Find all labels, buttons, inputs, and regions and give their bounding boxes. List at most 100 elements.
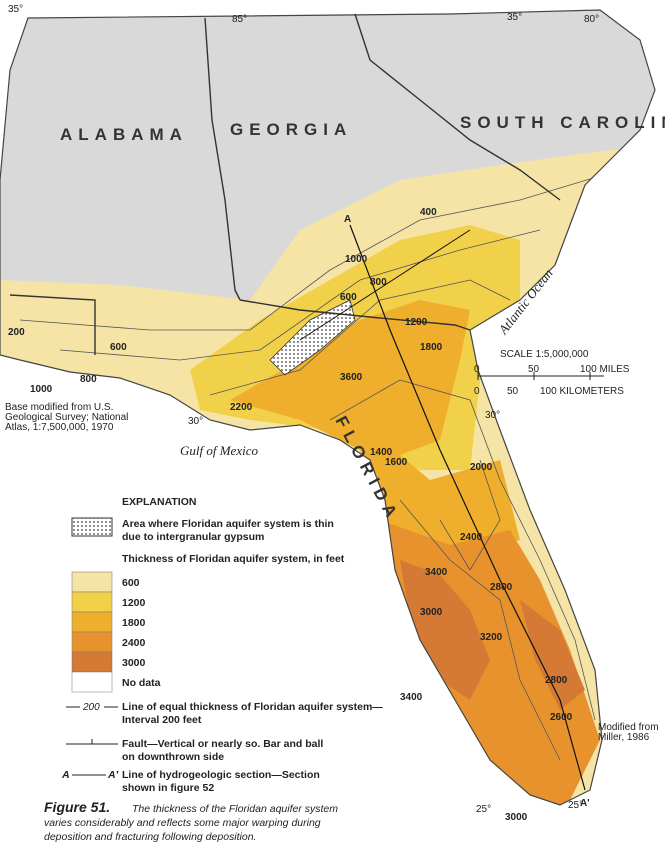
- contour-line: [329, 379, 596, 721]
- gypsum-swatch: [71, 517, 113, 537]
- contour-label: 600: [340, 292, 357, 303]
- source-note-line: Modified from: [598, 722, 659, 733]
- source-note: Modified from Miller, 1986: [598, 722, 659, 743]
- legend-classes: 600 1200 1800 2400 3000 No data: [71, 571, 161, 693]
- contour-label: 1000: [30, 384, 53, 395]
- contour-label: 2800: [490, 582, 513, 593]
- legend-text: due to intergranular gypsum: [122, 531, 264, 543]
- legend-title: EXPLANATION: [122, 496, 196, 508]
- legend-text: Interval 200 feet: [122, 714, 202, 726]
- coordinate-label: 25°: [568, 800, 583, 811]
- legend-text: Area where Floridan aquifer system is th…: [122, 518, 334, 530]
- coordinate-label: 30°: [485, 410, 500, 421]
- contour-label: 1200: [405, 317, 428, 328]
- contour-label: 2400: [460, 532, 483, 543]
- legend-label: 2400: [122, 637, 146, 649]
- contour-label: 3000: [505, 812, 528, 823]
- figure-label: Figure 51.: [44, 799, 110, 815]
- coordinate-label: 30°: [188, 416, 203, 427]
- contour-label: 3400: [400, 692, 423, 703]
- contour-label: 2600: [550, 712, 573, 723]
- coastline: [0, 9, 656, 806]
- state-boundary: [354, 13, 561, 201]
- state-label: SOUTH CAROLINA: [460, 113, 665, 132]
- contour-swatch-gap: [80, 701, 104, 713]
- caption-line: varies considerably and reflects some ma…: [44, 817, 321, 829]
- contour-label: 800: [80, 374, 97, 385]
- contour-label: 1800: [420, 342, 443, 353]
- legend-label: 1200: [122, 597, 146, 609]
- state-label: ALABAMA: [60, 125, 188, 144]
- contour-line: [439, 459, 501, 571]
- contour-sample: 200: [82, 702, 100, 713]
- section-line: [349, 224, 586, 791]
- legend-text: Fault—Vertical or nearly so. Bar and bal…: [122, 738, 323, 750]
- contour-label: 200: [8, 327, 25, 338]
- contour-label: 3200: [480, 632, 503, 643]
- contour-labels: 2004006008001000120014001600180020002200…: [8, 207, 573, 823]
- contour-label: 1600: [385, 457, 408, 468]
- contour-line: [399, 499, 561, 761]
- base-note-line: Base modified from U.S.: [5, 402, 113, 413]
- legend-swatch: [71, 571, 113, 593]
- contour-label: 3400: [425, 567, 448, 578]
- base-note-line: Atlas, 1:7,500,000, 1970: [5, 422, 114, 433]
- legend-swatch: [71, 651, 113, 673]
- contour-label: 2200: [230, 402, 253, 413]
- state-boundary: [9, 294, 471, 355]
- section-a: A: [61, 769, 70, 781]
- coordinate-labels: 35° 85° 35° 80° 30° 30° 25° 25°: [8, 4, 599, 815]
- coordinate-label: 35°: [8, 4, 23, 15]
- scale-label: 0: [474, 386, 480, 397]
- legend-swatch: [71, 591, 113, 613]
- legend-heading: Thickness of Floridan aquifer system, in…: [122, 553, 345, 565]
- section-label: A: [344, 214, 351, 225]
- contour-line: [19, 169, 621, 331]
- legend-text: on downthrown side: [122, 751, 224, 763]
- zone-3000: [400, 560, 585, 710]
- contour-label: 3000: [420, 607, 443, 618]
- contour-label: 1000: [345, 254, 368, 265]
- legend-label: No data: [122, 677, 161, 689]
- contour-label: 2800: [545, 675, 568, 686]
- caption-line: deposition and fracturing following depo…: [44, 831, 256, 843]
- scale-bar: SCALE 1:5,000,000 0 50 100 MILES 0 50 10…: [474, 349, 630, 397]
- legend-text: Line of equal thickness of Floridan aqui…: [122, 701, 383, 713]
- scale-label: 100 KILOMETERS: [540, 386, 624, 397]
- contour-label: 600: [110, 342, 127, 353]
- state-boundary: [204, 17, 241, 301]
- contour-label: 800: [370, 277, 387, 288]
- contour-label: 1400: [370, 447, 393, 458]
- base-note: Base modified from U.S. Geological Survey…: [5, 402, 128, 433]
- contour-label: 2000: [470, 462, 493, 473]
- legend-label: 600: [122, 577, 140, 589]
- legend-swatch: [71, 671, 113, 693]
- legend-text: Line of hydrogeologic section—Section: [122, 769, 320, 781]
- caption: Figure 51. The thickness of the Floridan…: [44, 799, 338, 843]
- coordinate-label: 85°: [232, 14, 247, 25]
- water-label: Gulf of Mexico: [180, 443, 258, 458]
- scale-label: 50: [528, 364, 540, 375]
- legend-text: shown in figure 52: [122, 782, 214, 794]
- caption-line: The thickness of the Floridan aquifer sy…: [132, 803, 338, 815]
- legend-swatch: [71, 631, 113, 653]
- legend-label: 3000: [122, 657, 146, 669]
- scale-label: 50: [507, 386, 519, 397]
- base-note-line: Geological Survey; National: [5, 412, 128, 423]
- section-a-prime: A′: [107, 769, 119, 781]
- contour-label: 400: [420, 207, 437, 218]
- coordinate-label: 35°: [507, 12, 522, 23]
- contour-label: 3600: [340, 372, 363, 383]
- scale-label: 100 MILES: [580, 364, 630, 375]
- scale-label: 0: [474, 364, 480, 375]
- zone-1800: [230, 300, 520, 560]
- state-label: GEORGIA: [230, 120, 352, 139]
- source-note-line: Miller, 1986: [598, 732, 650, 743]
- legend: EXPLANATION Area where Floridan aquifer …: [61, 496, 383, 794]
- coordinate-label: 80°: [584, 14, 599, 25]
- contour-line: [209, 279, 511, 396]
- legend-swatch: [71, 611, 113, 633]
- coordinate-label: 25°: [476, 804, 491, 815]
- section-label: A': [580, 798, 590, 809]
